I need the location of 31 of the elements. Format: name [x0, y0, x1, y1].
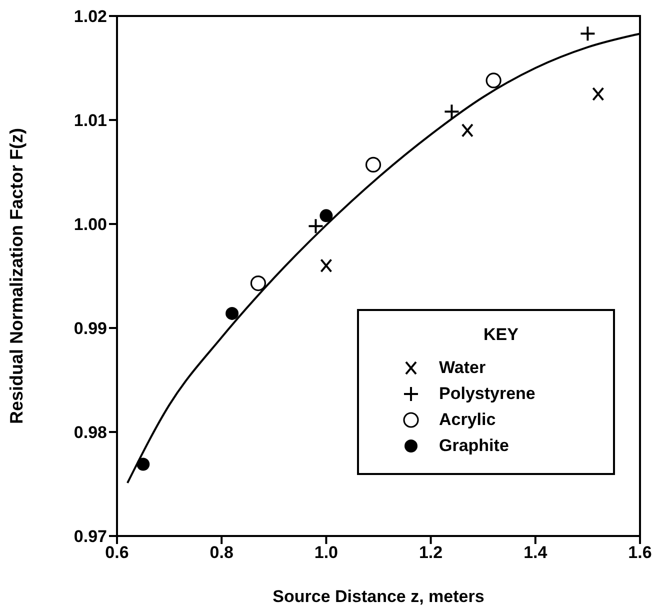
point [592, 87, 604, 101]
point [320, 258, 332, 273]
point [308, 218, 324, 234]
legend-label: Acrylic [439, 410, 496, 430]
point [136, 458, 150, 471]
legend-label: Graphite [439, 436, 509, 456]
point [320, 209, 333, 222]
point [365, 156, 382, 173]
point [580, 26, 596, 42]
y-axis-title: Residual Normalization Factor F(z) [6, 128, 26, 424]
y-tick-label: 0.98 [74, 423, 107, 442]
y-tick-label: 0.97 [74, 527, 107, 546]
point [486, 72, 502, 88]
x-tick-label: 1.6 [628, 543, 652, 562]
y-tick-label: 0.99 [74, 319, 107, 338]
legend-label: Water [439, 358, 486, 378]
y-tick-label: 1.00 [74, 215, 107, 234]
x-axis-title: Source Distance z, meters [272, 587, 484, 606]
y-tick-label: 1.01 [74, 111, 107, 130]
x-tick-label: 1.4 [524, 543, 548, 562]
x-tick-label: 1.2 [418, 543, 443, 562]
x-tick-label: 0.6 [105, 543, 129, 562]
legend-label: Polystyrene [439, 384, 536, 404]
point [250, 275, 266, 292]
y-tick-label: 1.02 [74, 7, 107, 26]
point [226, 306, 239, 320]
x-tick-label: 1.0 [314, 543, 338, 562]
x-tick-label: 0.8 [210, 543, 234, 562]
point [444, 104, 460, 120]
legend-title: KEY [482, 325, 520, 345]
point [461, 123, 474, 138]
